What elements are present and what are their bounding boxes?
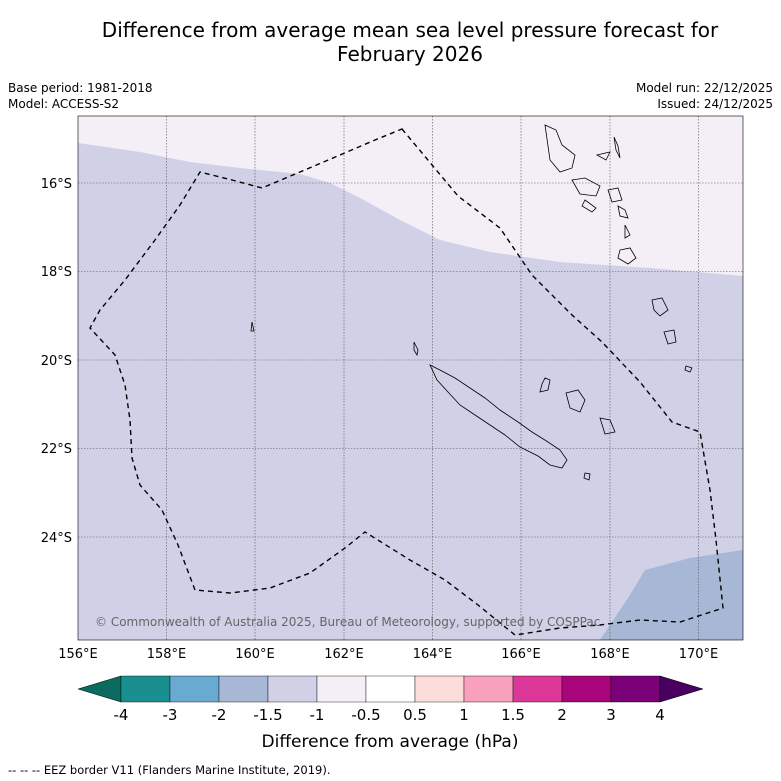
- meta-left: Base period: 1981-2018 Model: ACCESS-S2: [8, 80, 153, 112]
- colorbar-tick-label: -3: [163, 706, 178, 724]
- colorbar-segment: [610, 675, 661, 703]
- lon-label: 164°E: [413, 647, 453, 662]
- lat-label: 16°S: [41, 177, 72, 192]
- island-coast: [413, 341, 419, 357]
- island-coast: [250, 321, 255, 332]
- colorbar-segment: [169, 675, 220, 703]
- lat-label: 18°S: [41, 265, 72, 280]
- vanuatu-coast: [581, 199, 597, 213]
- coastlines: [250, 124, 693, 481]
- colorbar-tick-label: -2: [212, 706, 227, 724]
- colorbar-tick-label: -0.5: [351, 706, 380, 724]
- colorbar-segment: [365, 675, 416, 703]
- model-run: Model run: 22/12/2025: [635, 81, 773, 95]
- colorbar-tick-label: -4: [114, 706, 129, 724]
- colorbar-tick-label: 3: [606, 706, 616, 724]
- colorbar-segment: [316, 675, 367, 703]
- vanuatu-coast: [624, 224, 631, 239]
- lon-label: 156°E: [58, 647, 98, 662]
- colorbar-tick-label: 2: [557, 706, 567, 724]
- island-coast: [599, 417, 616, 435]
- lat-label: 24°S: [41, 531, 72, 546]
- island-coast: [539, 377, 551, 393]
- map-frame: [77, 115, 744, 641]
- colorbar-segment: [267, 675, 318, 703]
- vanuatu-coast: [617, 205, 629, 219]
- colorbar-ticks: -4 -3 -2 -1.5 -1 -0.5 0.5 1 1.5 2 3 4: [114, 706, 665, 724]
- model-name: Model: ACCESS-S2: [8, 97, 120, 111]
- colorbar-tick-label: 4: [655, 706, 665, 724]
- map-area: © Commonwealth of Australia 2025, Bureau…: [78, 116, 743, 640]
- loyalty-coast: [651, 297, 669, 317]
- anomaly-band-neg2-to-neg1-5: [600, 550, 743, 640]
- anomaly-band-neg1-to-neg0-5: [78, 116, 743, 276]
- eez-footnote: -- -- -- EEZ border V11 (Flanders Marine…: [8, 763, 331, 777]
- lon-label: 162°E: [324, 647, 364, 662]
- lon-labels: 156°E 158°E 160°E 162°E 164°E 166°E 168°…: [58, 647, 718, 662]
- colorbar: [77, 675, 704, 703]
- vanuatu-coast: [613, 136, 621, 159]
- vanuatu-coast: [571, 177, 601, 197]
- colorbar-tick-label: 1.5: [501, 706, 525, 724]
- vanuatu-coast: [544, 124, 576, 173]
- vanuatu-coast: [607, 187, 623, 203]
- loyalty-coast: [663, 329, 677, 345]
- vanuatu-coast: [617, 247, 637, 265]
- colorbar-segment: [120, 675, 171, 703]
- graticule: [78, 116, 743, 640]
- base-period: Base period: 1981-2018: [8, 81, 153, 95]
- loyalty-coast: [684, 365, 693, 373]
- colorbar-tick-label: -1.5: [253, 706, 282, 724]
- lon-label: 170°E: [679, 647, 719, 662]
- lon-label: 168°E: [590, 647, 630, 662]
- lon-label: 160°E: [235, 647, 275, 662]
- lat-label: 22°S: [41, 442, 72, 457]
- island-coast: [565, 389, 586, 413]
- lon-label: 158°E: [147, 647, 187, 662]
- colorbar-segment: [463, 675, 514, 703]
- meta-right: Model run: 22/12/2025 Issued: 24/12/2025: [636, 80, 773, 112]
- colorbar-overflow: [659, 675, 704, 703]
- colorbar-segment: [561, 675, 612, 703]
- new-caledonia-coast: [429, 364, 568, 469]
- map-copyright: © Commonwealth of Australia 2025, Bureau…: [95, 615, 600, 629]
- lat-labels: 16°S 18°S 20°S 22°S 24°S: [41, 177, 72, 546]
- colorbar-label: Difference from average (hPa): [262, 732, 519, 752]
- colorbar-tick-label: 1: [459, 706, 469, 724]
- island-coast: [583, 472, 591, 481]
- colorbar-segment: [512, 675, 563, 703]
- title-line-2: February 2026: [337, 42, 483, 66]
- vanuatu-coast: [595, 151, 611, 161]
- colorbar-underflow: [77, 675, 122, 703]
- colorbar-segment: [414, 675, 465, 703]
- issued-date: Issued: 24/12/2025: [657, 97, 773, 111]
- title-line-1: Difference from average mean sea level p…: [101, 18, 719, 42]
- colorbar-tick-label: 0.5: [403, 706, 427, 724]
- lat-label: 20°S: [41, 354, 72, 369]
- colorbar-segment: [218, 675, 269, 703]
- colorbar-tick-label: -1: [310, 706, 325, 724]
- chart-title: Difference from average mean sea level p…: [0, 18, 781, 66]
- lon-label: 166°E: [501, 647, 541, 662]
